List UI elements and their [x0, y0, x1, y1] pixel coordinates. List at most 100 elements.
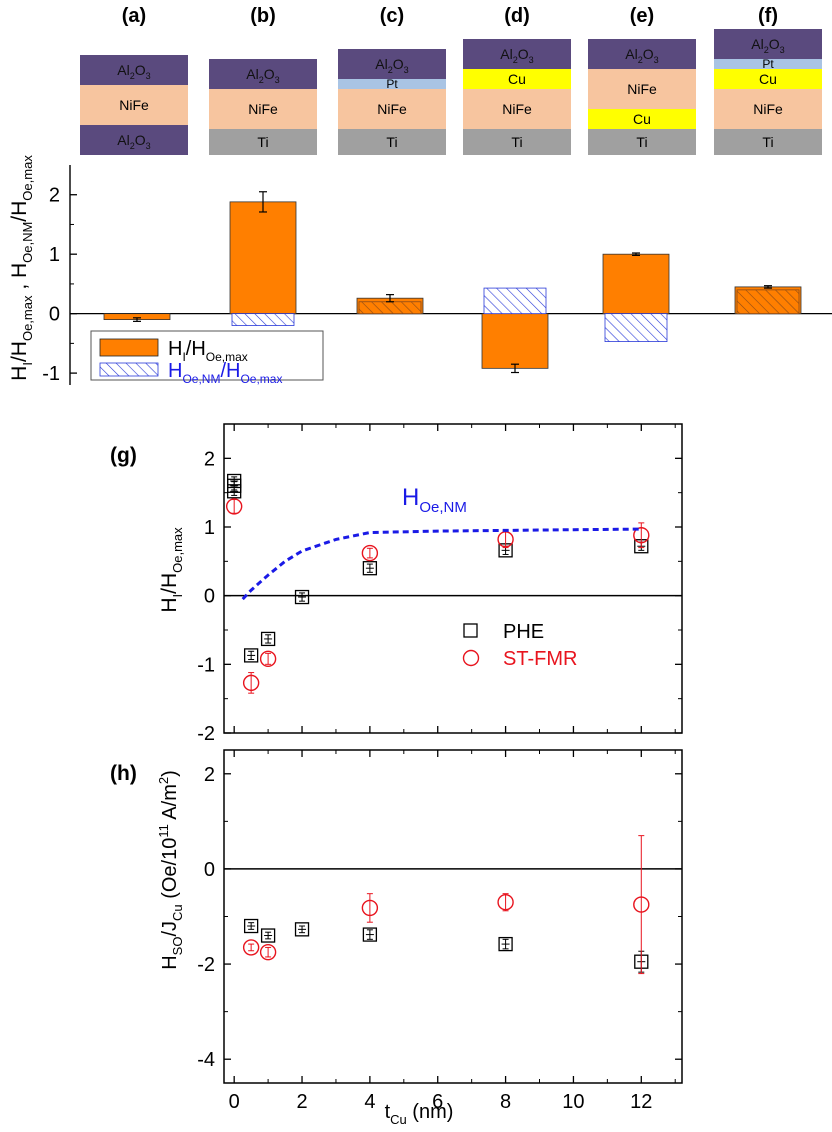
panel-h: 0 2 4 6 8 10 12 -4 -2 0 2 (h) HSO/JCu (Oe/1011 A/m… [110, 749, 683, 1127]
phe-point [362, 561, 378, 576]
layer-label: Al2O3 [625, 46, 658, 65]
panel-g-y-axis-label: HI/HOe,max [158, 527, 185, 613]
bar-y-tick-label: 1 [49, 244, 60, 266]
layer-al2o3 [338, 49, 446, 79]
stfmr-point [633, 527, 650, 544]
stfmr-point [633, 896, 650, 913]
layer-label: Al2O3 [500, 46, 533, 65]
layer-label: Ti [257, 134, 268, 150]
panel-h-label: (h) [110, 762, 137, 785]
layer-label: NiFe [377, 101, 407, 117]
legend-label-hi: HI/HOe,max [168, 338, 248, 364]
panel-g: -2 -1 0 1 2 (g) HI/HOe,max HOe,NM PHE ST-FMR [110, 423, 683, 745]
layer-label: Al2O3 [246, 66, 279, 85]
phe-point [243, 648, 259, 663]
layer-ti [209, 129, 317, 155]
layer-al2o3 [463, 39, 571, 69]
y-tick-label: -4 [197, 1049, 215, 1071]
panel-h-axes: 0 2 4 6 8 10 12 -4 -2 0 2 [197, 749, 683, 1113]
stfmr-point [242, 939, 260, 956]
layer-label: Ti [636, 134, 647, 150]
phe-point [294, 589, 310, 605]
bar-hi [602, 253, 670, 315]
phe-point [243, 918, 259, 934]
panel-letter: (f) [758, 5, 778, 27]
y-tick-label: 2 [204, 448, 215, 470]
layer-label: Cu [508, 71, 526, 87]
bar-y-tick-label: -1 [42, 363, 60, 385]
y-tick-label: 0 [204, 859, 215, 881]
layer-nife [80, 85, 188, 125]
layer-label: Cu [633, 111, 651, 127]
layer-cu [588, 109, 696, 129]
layer-ti [463, 129, 571, 155]
layer-label: Cu [759, 71, 777, 87]
legend-label-hoe: HOe,NM/HOe,max [168, 360, 282, 386]
y-tick-label: -2 [197, 954, 215, 976]
legend-swatch-hi [99, 338, 159, 357]
y-tick-label: 0 [204, 586, 215, 608]
stfmr-point [225, 498, 243, 515]
layer-label: Pt [762, 57, 774, 71]
stack-4: (e) Al2O3 NiFe Cu Ti [588, 5, 696, 155]
layer-cu [714, 69, 822, 89]
stfmr-point [242, 674, 260, 692]
panel-letter: (e) [630, 5, 654, 27]
layer-ti [588, 129, 696, 155]
x-tick-label: 6 [432, 1091, 443, 1113]
panel-h-x-axis-label: tCu (nm) [385, 1101, 454, 1127]
stack-1: (b) Al2O3 NiFe Ti [209, 5, 317, 155]
legend-stfmr-label: ST-FMR [503, 648, 577, 670]
layer-label: Al2O3 [117, 132, 150, 151]
phe-point [260, 928, 276, 943]
phe-point [362, 927, 378, 942]
layer-al2o3 [588, 39, 696, 69]
plot-frame [223, 423, 683, 734]
layer-pt [714, 59, 822, 69]
layer-ti [338, 129, 446, 155]
layer-label: Ti [511, 134, 522, 150]
panel-h-marks [242, 835, 650, 975]
stfmr-point [259, 650, 277, 668]
layer-label: Pt [386, 77, 398, 91]
x-tick-label: 12 [630, 1091, 652, 1113]
bar-chart-marks [103, 191, 802, 374]
panel-g-axes: -2 -1 0 1 2 [197, 423, 683, 745]
stfmr-point [361, 544, 379, 562]
layer-label: Al2O3 [751, 36, 784, 55]
panel-letter: (a) [122, 5, 146, 27]
x-tick-label: 0 [229, 1091, 240, 1113]
layer-label: Ti [386, 134, 397, 150]
layer-nife [714, 89, 822, 129]
legend-phe-marker [463, 623, 478, 638]
layer-cu [463, 69, 571, 89]
y-tick-label: -2 [197, 723, 215, 745]
layer-nife [588, 69, 696, 109]
bar-legend: HI/HOe,max HOe,NM/HOe,max [90, 330, 324, 386]
phe-point [498, 936, 513, 952]
phe-point [227, 484, 242, 499]
bar-hoe-nm [231, 313, 295, 326]
panel-letter: (c) [380, 5, 404, 27]
x-tick-label: 2 [296, 1091, 307, 1113]
x-tick-label: 4 [364, 1091, 375, 1113]
panel-letter: (b) [250, 5, 276, 27]
panel-letter: (d) [504, 5, 530, 27]
legend-swatch-hoe [99, 362, 159, 377]
bar-y-tick-label: 2 [49, 185, 60, 207]
layer-label: NiFe [753, 101, 783, 117]
bar-hoe-nm [358, 301, 422, 315]
layer-al2o3 [209, 59, 317, 89]
plot-frame [223, 749, 683, 1084]
layer-nife [209, 89, 317, 129]
layer-label: NiFe [627, 81, 657, 97]
layer-nife [463, 89, 571, 129]
layer-label: Al2O3 [375, 56, 408, 75]
stfmr-point [361, 899, 379, 917]
layer-al2o3 [80, 125, 188, 155]
bar-y-axis-label: HI/HOe,max , HOe,NM/HOe,max [8, 155, 35, 381]
layer-label: NiFe [248, 101, 278, 117]
stack-3: (d) Al2O3 Cu NiFe Ti [463, 5, 571, 155]
layer-al2o3 [80, 55, 188, 85]
